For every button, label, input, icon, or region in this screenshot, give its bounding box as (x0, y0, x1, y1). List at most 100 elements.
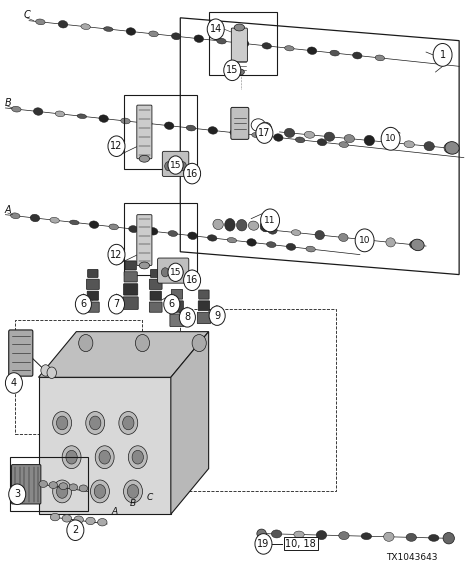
Bar (10, 457, 88, 511)
Circle shape (123, 416, 134, 430)
Ellipse shape (34, 108, 43, 115)
Text: 6: 6 (80, 299, 86, 309)
FancyBboxPatch shape (231, 28, 247, 62)
Ellipse shape (194, 35, 203, 42)
Ellipse shape (404, 141, 414, 148)
Ellipse shape (239, 40, 249, 47)
Circle shape (67, 520, 84, 541)
Ellipse shape (234, 24, 245, 31)
Ellipse shape (86, 517, 95, 525)
Circle shape (47, 367, 56, 379)
Ellipse shape (213, 219, 223, 229)
Ellipse shape (324, 132, 335, 141)
Circle shape (168, 268, 176, 277)
Circle shape (91, 480, 109, 503)
Circle shape (168, 156, 183, 174)
Ellipse shape (69, 484, 78, 491)
Text: C: C (146, 492, 153, 502)
Ellipse shape (411, 239, 424, 251)
Circle shape (381, 128, 400, 150)
Ellipse shape (79, 485, 88, 492)
Ellipse shape (55, 111, 65, 117)
Bar (124, 95, 197, 169)
Circle shape (99, 450, 110, 464)
Text: 1: 1 (439, 50, 446, 60)
Ellipse shape (444, 143, 455, 153)
Ellipse shape (317, 139, 327, 146)
Polygon shape (171, 332, 209, 514)
Ellipse shape (36, 19, 45, 25)
FancyBboxPatch shape (151, 269, 161, 277)
Ellipse shape (168, 231, 178, 236)
Ellipse shape (30, 214, 40, 222)
Circle shape (209, 306, 225, 325)
Text: 16: 16 (186, 169, 198, 178)
Ellipse shape (362, 236, 372, 244)
Ellipse shape (166, 268, 175, 275)
Text: 9: 9 (214, 311, 220, 321)
Text: 15: 15 (170, 268, 182, 277)
Ellipse shape (188, 232, 197, 240)
Ellipse shape (252, 133, 261, 138)
Ellipse shape (99, 115, 109, 122)
FancyBboxPatch shape (149, 279, 162, 289)
Circle shape (94, 484, 106, 498)
Circle shape (109, 295, 125, 314)
Circle shape (79, 335, 93, 352)
Circle shape (9, 484, 26, 505)
Bar (124, 203, 197, 275)
Text: 2: 2 (72, 525, 79, 535)
FancyBboxPatch shape (198, 301, 210, 311)
FancyBboxPatch shape (149, 302, 162, 312)
Circle shape (433, 43, 452, 66)
Ellipse shape (294, 531, 304, 538)
Ellipse shape (172, 33, 181, 39)
Ellipse shape (10, 213, 20, 219)
Ellipse shape (217, 38, 226, 44)
Ellipse shape (260, 220, 271, 232)
Ellipse shape (410, 241, 419, 249)
Circle shape (179, 308, 195, 327)
Circle shape (179, 162, 186, 170)
Circle shape (132, 450, 144, 464)
Ellipse shape (49, 482, 57, 488)
Ellipse shape (121, 118, 130, 124)
Circle shape (95, 446, 114, 468)
Circle shape (53, 480, 72, 503)
FancyBboxPatch shape (171, 301, 183, 312)
Ellipse shape (164, 122, 174, 129)
Circle shape (164, 162, 172, 170)
Ellipse shape (424, 142, 434, 151)
FancyBboxPatch shape (150, 291, 161, 300)
Ellipse shape (74, 516, 83, 523)
Ellipse shape (39, 480, 47, 487)
Text: 14: 14 (210, 24, 222, 34)
Ellipse shape (139, 262, 150, 269)
Ellipse shape (307, 47, 317, 54)
Text: 3: 3 (14, 489, 20, 499)
Ellipse shape (81, 24, 91, 30)
Polygon shape (38, 332, 209, 378)
Ellipse shape (227, 237, 237, 243)
Ellipse shape (237, 220, 247, 231)
Ellipse shape (375, 55, 384, 61)
Ellipse shape (364, 136, 374, 146)
Ellipse shape (143, 120, 152, 127)
FancyBboxPatch shape (170, 314, 184, 327)
Ellipse shape (12, 106, 21, 112)
Circle shape (66, 450, 77, 464)
Ellipse shape (330, 50, 339, 56)
Ellipse shape (50, 514, 60, 521)
Ellipse shape (443, 533, 455, 544)
Text: 19: 19 (257, 539, 270, 549)
Circle shape (124, 480, 143, 503)
Ellipse shape (361, 533, 372, 539)
Text: 16: 16 (186, 275, 198, 285)
Text: B: B (4, 98, 11, 109)
Text: B: B (130, 499, 136, 509)
Text: TX1043643: TX1043643 (386, 553, 438, 562)
Ellipse shape (103, 27, 113, 31)
Ellipse shape (58, 21, 68, 28)
Text: A: A (4, 205, 11, 215)
Ellipse shape (306, 246, 315, 252)
